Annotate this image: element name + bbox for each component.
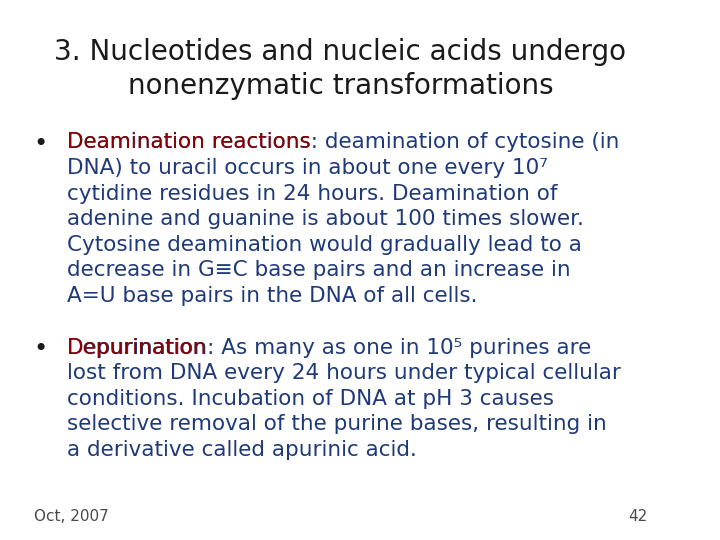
Text: Depurination: As many as one in 10⁵ purines are
lost from DNA every 24 hours und: Depurination: As many as one in 10⁵ puri… bbox=[67, 338, 621, 460]
Text: Depurination: Depurination bbox=[67, 338, 207, 357]
Text: Deamination reactions: Deamination reactions bbox=[67, 132, 311, 152]
Text: •: • bbox=[34, 132, 48, 156]
Text: Deamination reactions: deamination of cytosine (in
DNA) to uracil occurs in abou: Deamination reactions: deamination of cy… bbox=[67, 132, 619, 306]
Text: 3. Nucleotides and nucleic acids undergo
nonenzymatic transformations: 3. Nucleotides and nucleic acids undergo… bbox=[55, 38, 626, 100]
Text: •: • bbox=[34, 338, 48, 361]
Text: Oct, 2007: Oct, 2007 bbox=[34, 509, 109, 524]
Text: 42: 42 bbox=[628, 509, 647, 524]
